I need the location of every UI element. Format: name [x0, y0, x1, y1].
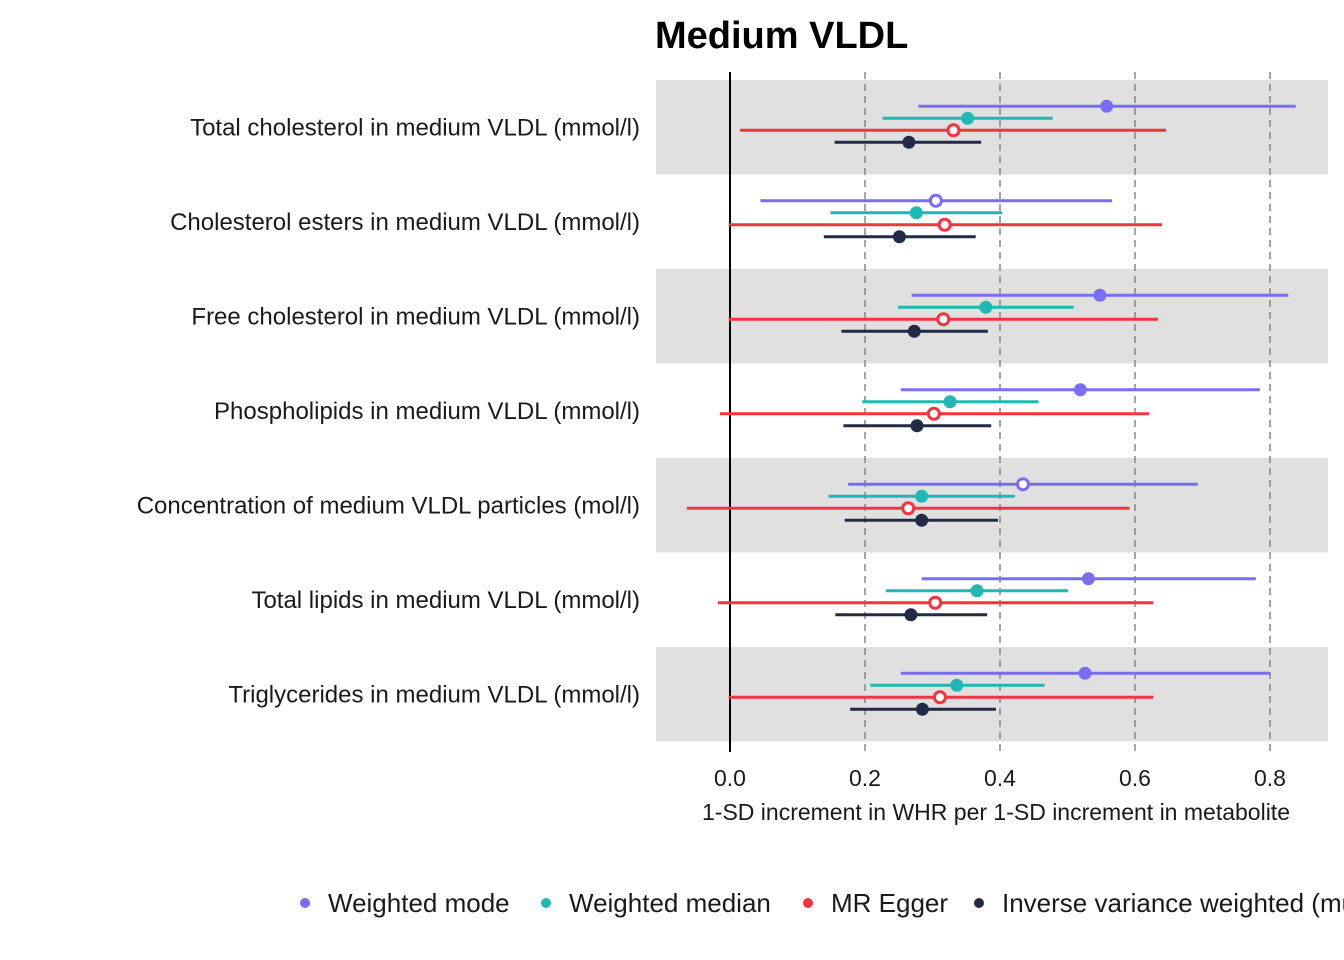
- point-estimate: [928, 595, 943, 610]
- point-estimate: [915, 702, 929, 716]
- point-estimate: [961, 111, 975, 125]
- point-estimate: [915, 489, 929, 503]
- point-estimate: [928, 193, 943, 208]
- point-estimate: [970, 584, 984, 598]
- point-estimate: [1100, 99, 1114, 113]
- y-axis-labels: Total cholesterol in medium VLDL (mmol/l…: [137, 114, 640, 708]
- point-estimate: [937, 217, 952, 232]
- category-label: Phospholipids in medium VLDL (mmol/l): [214, 398, 640, 425]
- legend-label: MR Egger: [831, 888, 948, 918]
- point-estimate: [936, 312, 951, 327]
- legend-marker: [541, 898, 551, 908]
- legend-marker: [974, 898, 984, 908]
- point-estimate: [915, 513, 929, 527]
- x-tick-label: 0.2: [849, 765, 881, 791]
- point-estimate: [892, 230, 906, 244]
- x-axis-label: 1-SD increment in WHR per 1-SD increment…: [702, 799, 1290, 825]
- legend-marker: [300, 898, 310, 908]
- point-estimate: [1078, 666, 1092, 680]
- x-tick-label: 0.0: [714, 765, 746, 791]
- legend: Weighted mode Weighted median MR Egger Inve…: [300, 888, 1344, 918]
- point-estimate: [1073, 383, 1087, 397]
- point-estimate: [926, 406, 941, 421]
- point-estimate: [943, 395, 957, 409]
- point-estimate: [902, 135, 916, 149]
- point-estimate: [907, 324, 921, 338]
- category-label: Free cholesterol in medium VLDL (mmol/l): [191, 303, 640, 330]
- x-tick-label: 0.6: [1119, 765, 1151, 791]
- row-band: [656, 647, 1328, 742]
- category-label: Total lipids in medium VLDL (mmol/l): [251, 587, 640, 614]
- point-estimate: [901, 501, 916, 516]
- point-estimate: [979, 300, 993, 314]
- legend-label: Weighted mode: [328, 888, 510, 918]
- gridlines: [864, 72, 1271, 752]
- category-label: Total cholesterol in medium VLDL (mmol/l…: [190, 114, 640, 141]
- category-label: Cholesterol esters in medium VLDL (mmol/…: [170, 209, 640, 236]
- point-estimate: [932, 690, 947, 705]
- series-marks: [686, 99, 1296, 716]
- point-estimate: [1015, 477, 1030, 492]
- point-estimate: [909, 206, 923, 220]
- point-estimate: [946, 123, 961, 138]
- row-band: [656, 269, 1328, 364]
- point-estimate: [904, 608, 918, 622]
- category-label: Concentration of medium VLDL particles (…: [137, 492, 640, 519]
- x-tick-label: 0.4: [984, 765, 1016, 791]
- row-band: [656, 80, 1328, 175]
- legend-marker: [803, 898, 813, 908]
- row-bands: [656, 80, 1328, 742]
- x-tick-label: 0.8: [1254, 765, 1286, 791]
- point-estimate: [1081, 572, 1095, 586]
- legend-label: Weighted median: [569, 888, 771, 918]
- point-estimate: [1093, 288, 1107, 302]
- category-label: Triglycerides in medium VLDL (mmol/l): [228, 681, 640, 708]
- legend-label: Inverse variance weighted (multiplicativ…: [1002, 888, 1344, 918]
- chart-title: Medium VLDL: [655, 15, 908, 57]
- row-band: [656, 458, 1328, 553]
- point-estimate: [910, 419, 924, 433]
- x-axis-ticks: 0.0 0.2 0.4 0.6 0.8: [714, 765, 1286, 791]
- point-estimate: [950, 678, 964, 692]
